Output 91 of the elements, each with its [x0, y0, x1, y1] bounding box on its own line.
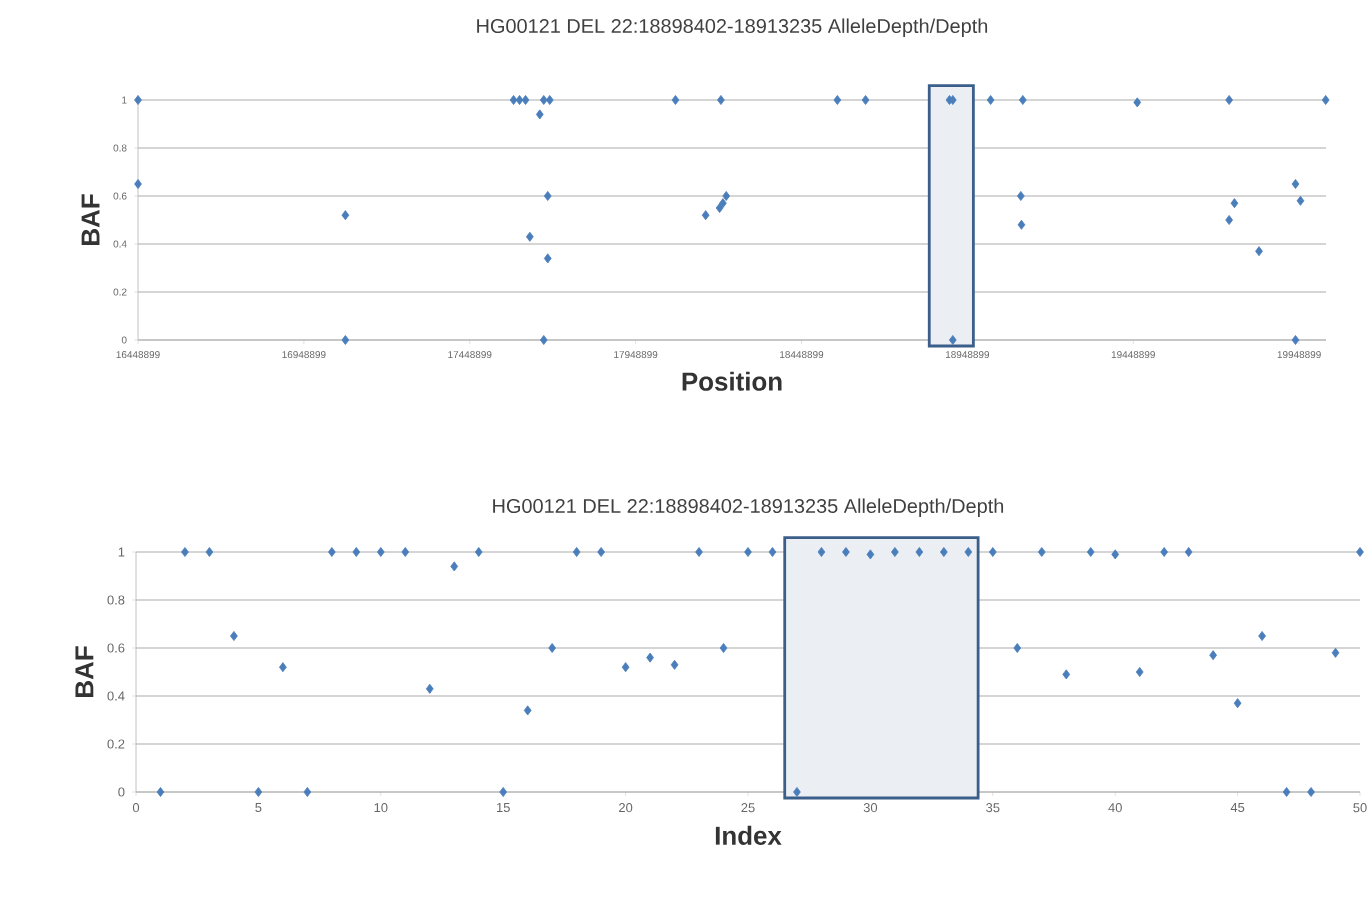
- point: [1230, 198, 1239, 209]
- point: [1018, 95, 1027, 105]
- point: [545, 95, 554, 105]
- point: [817, 547, 826, 557]
- x-axis-title: Position: [682, 371, 782, 391]
- point: [1233, 698, 1242, 709]
- y-axis-title: BAF: [75, 646, 94, 697]
- point: [539, 335, 548, 345]
- point: [1135, 667, 1144, 677]
- point: [1017, 219, 1026, 230]
- point: [230, 631, 238, 641]
- point: [719, 198, 727, 209]
- point: [425, 683, 434, 694]
- point: [254, 787, 263, 797]
- point: [572, 547, 581, 557]
- point: [722, 191, 731, 201]
- point: [719, 643, 728, 653]
- point: [1133, 97, 1142, 108]
- point: [861, 95, 870, 105]
- point: [1258, 631, 1266, 641]
- chart-title: HG00121 DEL 22:18898402-18913235 AlleleDepth/Depth: [477, 18, 988, 37]
- point: [341, 210, 350, 221]
- point: [1296, 195, 1305, 206]
- point: [205, 547, 214, 557]
- point: [523, 705, 532, 716]
- point: [535, 109, 544, 120]
- point: [156, 787, 165, 797]
- point: [793, 787, 801, 797]
- point: [1160, 547, 1168, 557]
- point: [1291, 335, 1300, 345]
- point: [548, 643, 556, 653]
- point: [1307, 787, 1315, 797]
- point: [597, 547, 605, 557]
- point: [376, 547, 385, 557]
- point: [842, 547, 850, 557]
- point: [543, 191, 552, 201]
- point: [986, 95, 995, 105]
- point: [1225, 95, 1233, 105]
- x-axis-title: Index: [715, 825, 782, 845]
- point: [474, 547, 483, 557]
- point: [328, 547, 336, 557]
- y-axis-title: BAF: [81, 194, 100, 245]
- point: [866, 549, 875, 560]
- point: [341, 335, 350, 345]
- point: [621, 662, 630, 673]
- point: [1356, 547, 1364, 557]
- point: [948, 335, 957, 345]
- point: [1184, 547, 1193, 557]
- point: [525, 231, 534, 242]
- point: [1037, 547, 1046, 557]
- point: [940, 547, 948, 557]
- point: [352, 547, 361, 557]
- point: [1062, 669, 1071, 680]
- point: [543, 253, 552, 264]
- point: [515, 95, 524, 105]
- point: [134, 95, 142, 105]
- point: [964, 547, 973, 557]
- point: [1225, 215, 1233, 225]
- point: [509, 95, 518, 105]
- point: [701, 210, 710, 221]
- point: [988, 547, 997, 557]
- point: [303, 787, 312, 797]
- point: [1086, 547, 1095, 557]
- point: [1255, 246, 1263, 257]
- point: [499, 787, 508, 797]
- point: [768, 547, 777, 557]
- point: [539, 95, 548, 105]
- point: [401, 547, 410, 557]
- point: [833, 95, 842, 105]
- chart-title: HG00121 DEL 22:18898402-18913235 AlleleDepth/Depth: [493, 498, 1004, 517]
- point: [134, 179, 142, 189]
- point: [1291, 179, 1300, 189]
- point: [1321, 95, 1330, 105]
- point: [450, 561, 459, 572]
- point: [717, 95, 725, 105]
- point: [1111, 549, 1120, 560]
- point: [891, 547, 899, 557]
- point: [646, 652, 654, 663]
- point: [671, 95, 680, 105]
- point: [279, 662, 287, 673]
- point: [1209, 650, 1217, 661]
- point: [1331, 647, 1340, 658]
- point: [181, 547, 189, 557]
- point: [695, 547, 703, 557]
- point: [1013, 643, 1022, 653]
- point: [1282, 787, 1291, 797]
- point: [1016, 191, 1025, 201]
- point: [744, 547, 752, 557]
- point: [670, 659, 679, 670]
- point: [915, 547, 924, 557]
- point: [521, 95, 530, 105]
